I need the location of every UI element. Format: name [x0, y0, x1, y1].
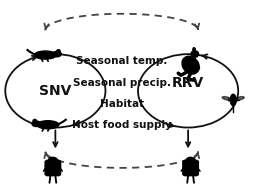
Ellipse shape — [230, 94, 236, 106]
Text: RRV: RRV — [172, 77, 204, 91]
Ellipse shape — [33, 119, 37, 122]
Circle shape — [186, 157, 195, 164]
Ellipse shape — [37, 121, 59, 129]
Ellipse shape — [32, 121, 40, 126]
Ellipse shape — [182, 56, 199, 74]
Ellipse shape — [53, 51, 61, 57]
FancyBboxPatch shape — [45, 160, 61, 176]
Ellipse shape — [236, 97, 244, 100]
FancyBboxPatch shape — [183, 160, 198, 176]
Text: Host food supply: Host food supply — [72, 120, 172, 130]
Text: Seasonal precip.: Seasonal precip. — [73, 77, 171, 88]
Text: Habitat: Habitat — [100, 99, 144, 109]
Ellipse shape — [222, 97, 231, 100]
Text: SNV: SNV — [39, 84, 72, 98]
Ellipse shape — [34, 51, 56, 59]
Text: Seasonal temp.: Seasonal temp. — [76, 57, 167, 67]
Ellipse shape — [57, 50, 60, 53]
Ellipse shape — [191, 51, 199, 57]
Circle shape — [48, 157, 58, 164]
Ellipse shape — [193, 48, 195, 51]
